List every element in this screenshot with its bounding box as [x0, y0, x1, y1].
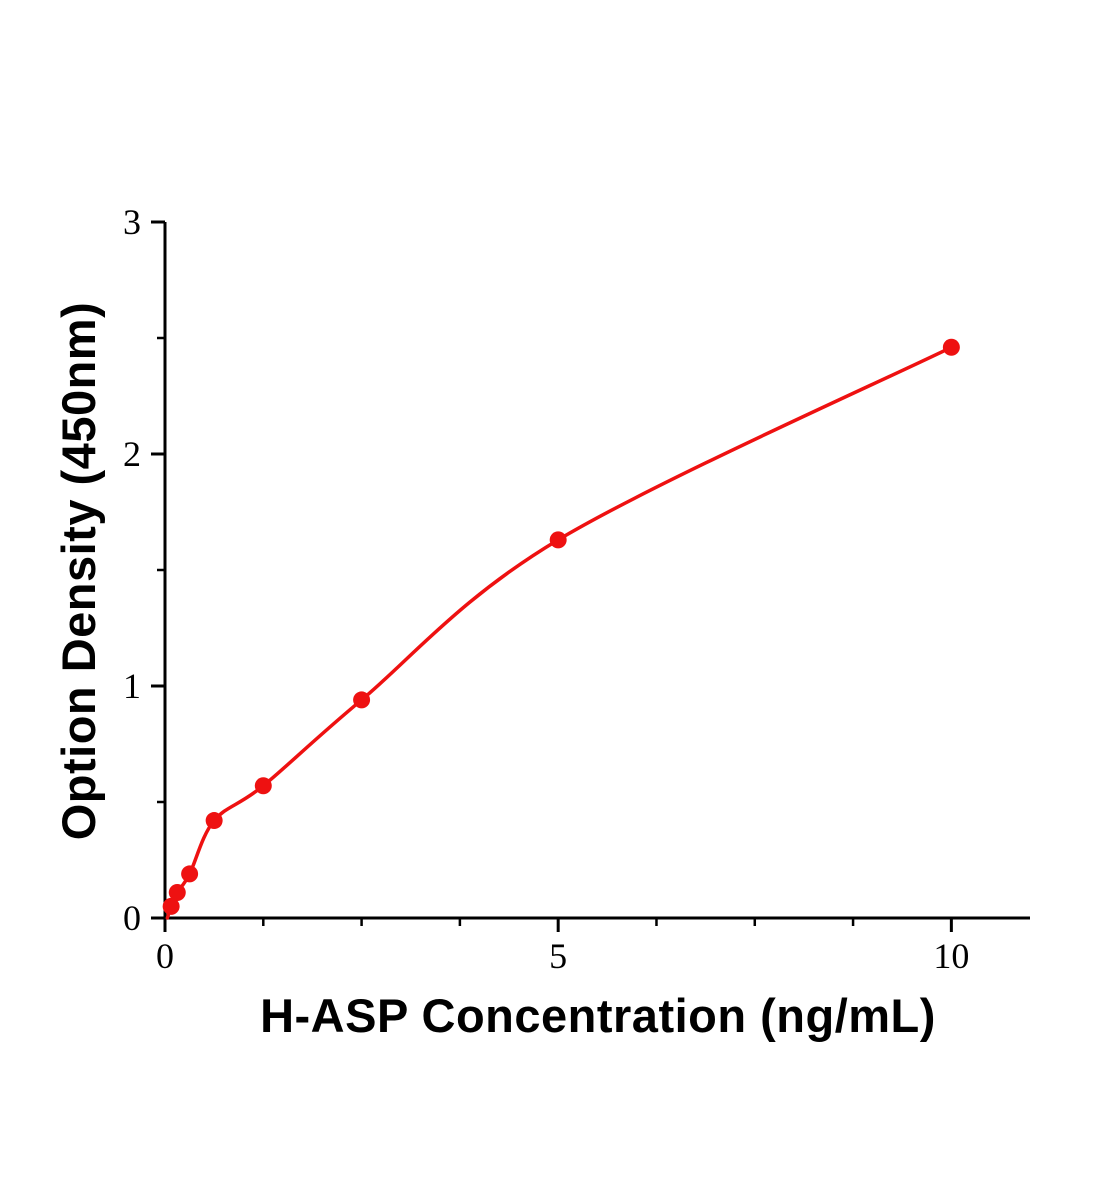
- x-axis-minor-ticks: [262, 918, 855, 926]
- x-axis-title: H-ASP Concentration (ng/mL): [260, 989, 936, 1042]
- x-tick-label: 0: [156, 936, 174, 976]
- y-tick-label: 1: [123, 666, 141, 706]
- x-tick-label: 5: [549, 936, 567, 976]
- data-point: [254, 777, 272, 795]
- data-point: [162, 897, 180, 915]
- x-axis-ticks: [163, 918, 953, 932]
- y-axis-minor-ticks: [157, 336, 165, 804]
- data-point: [942, 338, 960, 356]
- y-axis-title: Option Density (450nm): [52, 301, 105, 841]
- data-point: [168, 883, 186, 901]
- axes: [163, 222, 1030, 920]
- data-point: [181, 865, 199, 883]
- data-point: [353, 691, 371, 709]
- y-tick-label: 0: [123, 898, 141, 938]
- data-point: [205, 812, 223, 830]
- data-point: [549, 531, 567, 549]
- y-axis-ticks: [151, 220, 165, 920]
- x-tick-label: 10: [933, 936, 969, 976]
- data-points: [162, 338, 960, 915]
- y-tick-label: 2: [123, 434, 141, 474]
- y-tick-label: 3: [123, 202, 141, 242]
- fit-curve: [165, 345, 954, 920]
